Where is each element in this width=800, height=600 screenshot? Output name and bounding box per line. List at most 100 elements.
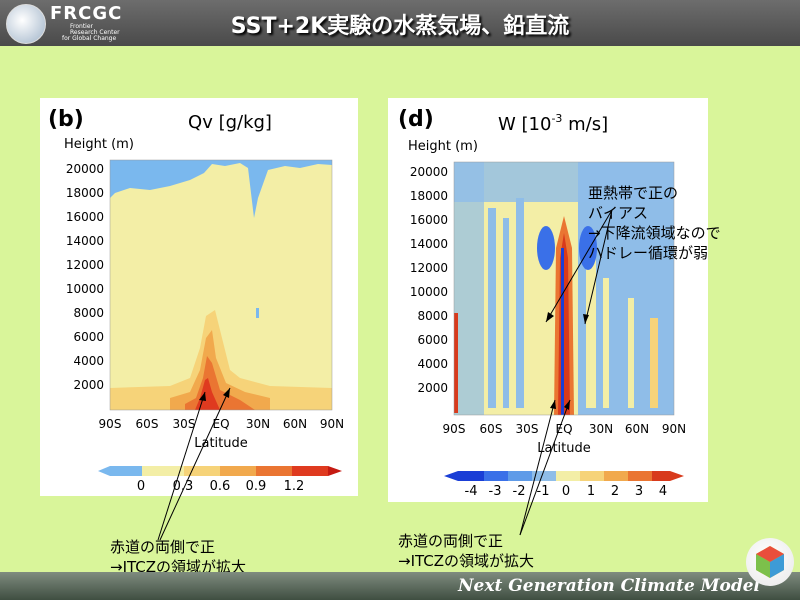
colorbar-tick: 0.9: [246, 479, 267, 494]
colorbar: [98, 466, 342, 476]
colorbar-segment: [484, 471, 508, 481]
x-tick-label: EQ: [212, 417, 229, 431]
y-tick-label: 6000: [73, 330, 104, 344]
colorbar-tick: 0: [137, 479, 145, 494]
colorbar-arrow-high: [670, 471, 684, 481]
positive-band: [650, 318, 658, 408]
colorbar-segment: [652, 471, 670, 481]
x-tick-label: 30N: [246, 417, 270, 431]
slide-title: SST+2K実験の水蒸気場、鉛直流: [230, 14, 570, 39]
colorbar-segment: [508, 471, 532, 481]
note-line: 亜熱帯で正の: [588, 184, 679, 202]
logo-subtitle-line: Research Center: [70, 29, 120, 36]
y-tick-label: 14000: [66, 234, 104, 248]
header-bar: FRCGC Frontier Research Center for Globa…: [0, 0, 800, 46]
colorbar-segment: [580, 471, 604, 481]
y-tick-label: 8000: [73, 306, 104, 320]
x-tick-label: EQ: [555, 422, 572, 436]
colorbar-tick: -1: [537, 484, 550, 499]
logo-subtitle-line: Frontier: [70, 23, 94, 30]
x-tick-label: 30N: [589, 422, 613, 436]
title-exponent: -3: [551, 112, 562, 125]
title-unit: m/s]: [562, 114, 608, 135]
y-tick-label: 20000: [66, 162, 104, 176]
colorbar-segment: [142, 466, 184, 476]
y-tick-label: 2000: [417, 381, 448, 395]
x-tick-label: 60N: [283, 417, 307, 431]
x-tick-label: 90N: [662, 422, 686, 436]
cube-face: [770, 554, 784, 578]
y-tick-label: 18000: [66, 186, 104, 200]
positive-band: [454, 313, 458, 413]
subtropics-note: 亜熱帯で正の バイアス →下降流領域なので ハドレー循環が弱: [588, 183, 721, 263]
panel-tag: (d): [398, 107, 434, 132]
negative-band: [503, 218, 509, 408]
y-axis-label: Height (m): [64, 137, 134, 152]
colorbar: [444, 471, 684, 481]
colorbar-tick: 4: [659, 484, 667, 499]
x-tick-label: 90S: [99, 417, 122, 431]
colorbar-arrow-high: [328, 466, 342, 476]
colorbar-tick: 0.3: [173, 479, 194, 494]
colorbar-tick: -3: [489, 484, 502, 499]
x-tick-label: 90N: [320, 417, 344, 431]
y-axis-label: Height (m): [408, 139, 478, 154]
negative-region: [454, 162, 484, 415]
y-tick-label: 20000: [410, 165, 448, 179]
note-line: 赤道の両側で正: [398, 532, 504, 550]
colorbar-tick: 3: [635, 484, 643, 499]
positive-band: [628, 298, 634, 408]
cube-logo-icon: [746, 538, 794, 586]
y-tick-label: 16000: [410, 213, 448, 227]
colorbar-tick: -2: [513, 484, 526, 499]
y-tick-label: 10000: [66, 282, 104, 296]
negative-band: [488, 208, 496, 408]
panel-d: (d) W [10-3 m/s] Height (m) 20000 18000: [388, 98, 708, 502]
colorbar-segment: [628, 471, 652, 481]
colorbar-segment: [292, 466, 328, 476]
colorbar-segment: [110, 466, 142, 476]
qv-chart: (b) Qv [g/kg] Height (m) 20000 18000 160…: [48, 107, 344, 494]
note-line: 赤道の両側で正: [110, 538, 216, 556]
y-tick-label: 12000: [66, 258, 104, 272]
colorbar-tick: 0.6: [210, 479, 231, 494]
colorbar-segment: [604, 471, 628, 481]
y-tick-label: 4000: [73, 354, 104, 368]
dry-spot: [256, 308, 259, 318]
x-tick-label: 30S: [516, 422, 539, 436]
footer-bar: Next Generation Climate Model: [0, 572, 800, 600]
negative-band: [516, 198, 524, 408]
colorbar-segment: [220, 466, 256, 476]
y-tick-label: 16000: [66, 210, 104, 224]
colorbar-segment: [532, 471, 556, 481]
y-tick-label: 14000: [410, 237, 448, 251]
y-tick-label: 8000: [417, 309, 448, 323]
x-tick-label: 90S: [443, 422, 466, 436]
chart-title: W [10-3 m/s]: [498, 112, 608, 135]
colorbar-segment: [256, 466, 292, 476]
colorbar-tick: 0: [562, 484, 570, 499]
logo-subtitle-line: for Global Change: [62, 35, 117, 42]
dry-region: [110, 160, 332, 218]
y-tick-label: 6000: [417, 333, 448, 347]
colorbar-tick: 1: [587, 484, 595, 499]
x-tick-label: 30S: [173, 417, 196, 431]
descent-strip: [561, 248, 564, 415]
colorbar-tick: 2: [611, 484, 619, 499]
colorbar-tick: -4: [465, 484, 478, 499]
y-tick-label: 12000: [410, 261, 448, 275]
note-line: →下降流領域なので: [588, 224, 721, 242]
colorbar-segment: [458, 471, 484, 481]
colorbar-segment: [184, 466, 220, 476]
frcgc-logo: FRCGC Frontier Research Center for Globa…: [6, 3, 146, 44]
y-tick-label: 4000: [417, 357, 448, 371]
w-chart: (d) W [10-3 m/s] Height (m) 20000 18000: [398, 107, 686, 499]
colorbar-arrow-low: [98, 466, 110, 476]
y-tick-label: 18000: [410, 189, 448, 203]
left-note: 赤道の両側で正 →ITCZの領域が拡大: [110, 537, 246, 577]
globe-icon: [6, 4, 46, 44]
x-tick-label: 60N: [625, 422, 649, 436]
colorbar-tick: 1.2: [284, 479, 305, 494]
title-main: W [10: [498, 114, 551, 135]
note-line: ハドレー循環が弱: [588, 244, 709, 262]
